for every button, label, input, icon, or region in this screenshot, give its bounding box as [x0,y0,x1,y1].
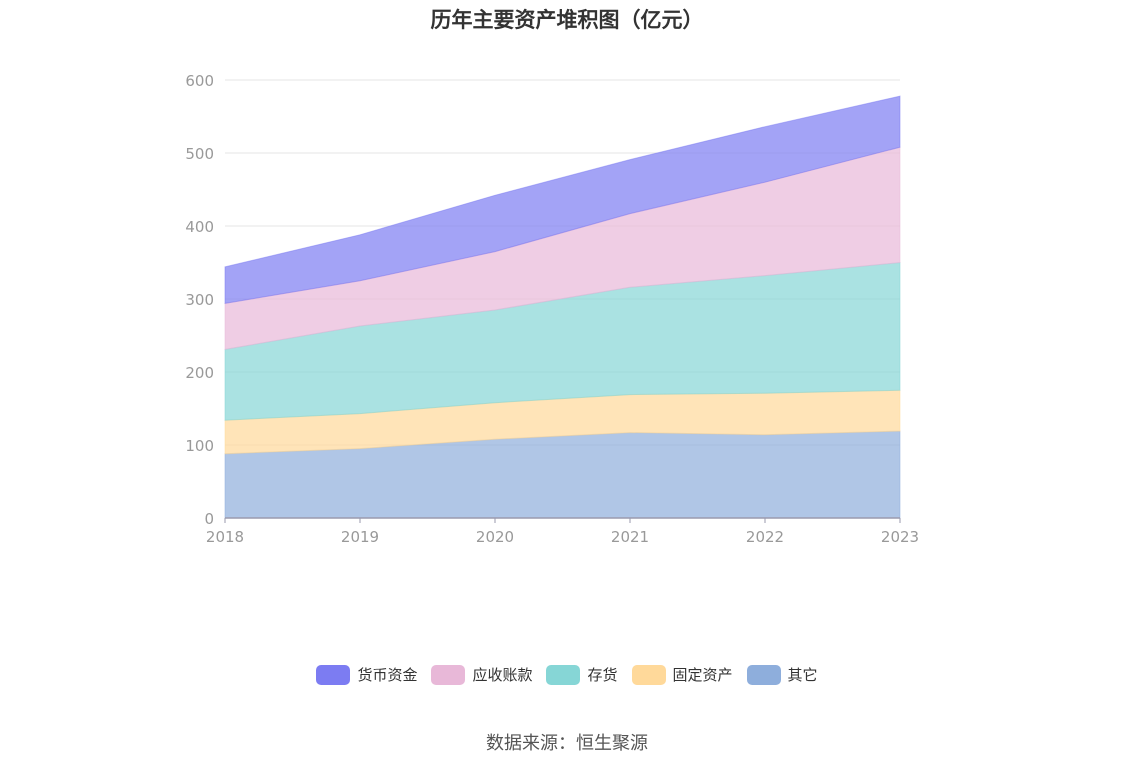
y-tick-label: 300 [185,291,214,309]
x-tick-label: 2022 [746,528,784,546]
legend-label: 其它 [787,666,818,684]
legend-item[interactable]: 货币资金 [316,664,417,685]
legend-label: 固定资产 [672,666,733,684]
area-货币资金 [224,95,901,304]
legend-label: 货币资金 [357,666,418,684]
y-tick-label: 0 [204,510,214,528]
legend-item[interactable]: 固定资产 [631,664,733,685]
x-tick-label: 2019 [341,528,379,546]
y-tick-label: 100 [185,437,214,455]
legend-swatch [431,664,466,685]
area-series [224,95,901,519]
x-tick-label: 2018 [206,528,244,546]
x-tick-label: 2021 [611,528,649,546]
legend: 货币资金 应收账款 存货 固定资产 其它 [0,664,1134,685]
legend-swatch [316,664,351,685]
legend-label: 存货 [587,666,618,684]
legend-label: 应收账款 [472,666,533,684]
legend-item[interactable]: 其它 [746,664,818,685]
y-tick-label: 400 [185,218,214,236]
x-tick-label: 2023 [881,528,919,546]
legend-item[interactable]: 存货 [546,664,618,685]
legend-swatch [546,664,581,685]
legend-item[interactable]: 应收账款 [431,664,532,685]
legend-swatch [631,664,666,685]
legend-swatch [746,664,781,685]
chart-title: 历年主要资产堆积图（亿元） [430,8,704,32]
axes: 0 100 200 300 400 500 600 2018 2019 2020 2021 2022 2… [185,72,919,546]
y-tick-label: 200 [185,364,214,382]
data-source: 数据来源：恒生聚源 [486,733,648,754]
y-tick-label: 600 [185,72,214,90]
y-tick-label: 500 [185,145,214,163]
x-tick-label: 2020 [476,528,514,546]
